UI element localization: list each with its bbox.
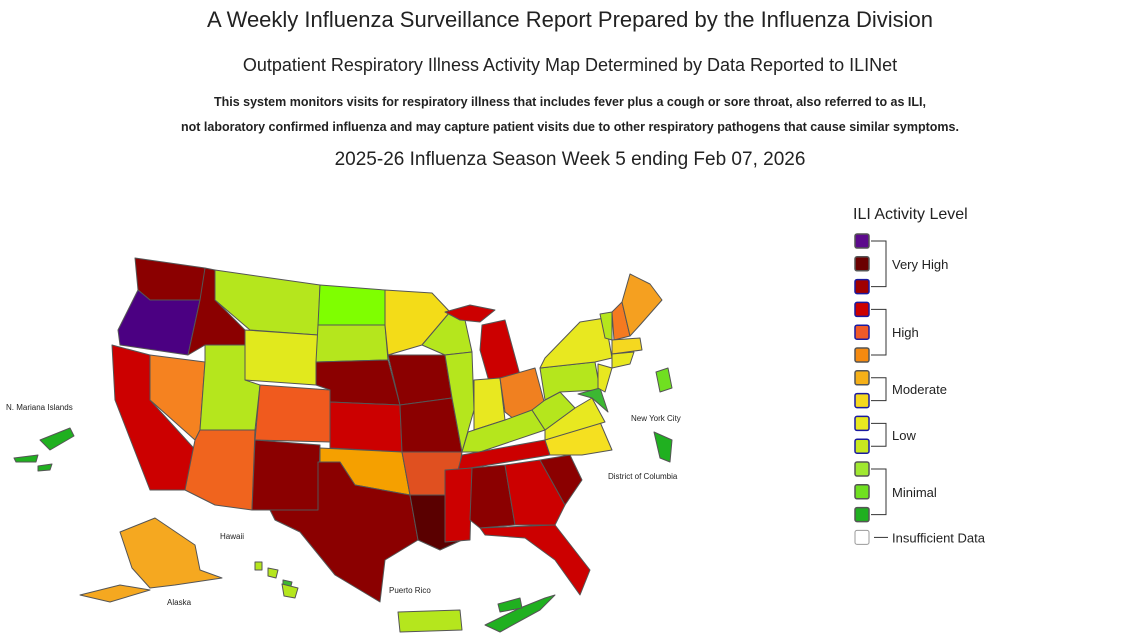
legend-swatch [854,347,870,363]
territory [13,454,39,463]
legend: ILI Activity Level Very High High Moderate… [853,206,986,545]
legend-bracket [871,377,887,402]
state [611,351,635,369]
state [119,517,223,589]
legend-swatch [854,233,870,249]
map-label: N. Mariana Islands [6,403,73,412]
legend-label: Low [892,428,916,443]
legend-bracket [871,240,887,288]
state [577,387,609,413]
description: This system monitors visits for respirat… [214,95,926,109]
legend-swatch [854,370,870,386]
us-map [13,257,673,633]
state [611,337,643,355]
state [421,311,473,356]
map-label: Alaska [167,598,192,607]
state [444,304,496,323]
map-label: Hawaii [220,532,244,541]
legend-swatch [854,324,870,340]
territory [397,609,463,633]
title: A Weekly Influenza Surveillance Report P… [207,7,933,32]
legend-label: Moderate [892,382,947,397]
legend-title: ILI Activity Level [853,206,968,223]
state [444,351,475,453]
legend-swatch [854,301,870,318]
state [597,363,613,393]
legend-swatch [854,506,870,523]
state [504,459,566,526]
week: 2025-26 Influenza Season Week 5 ending F… [335,149,806,170]
legend-swatch [854,278,870,295]
legend-bracket [871,468,887,516]
map-label: New York City [631,414,681,423]
territory [653,431,673,463]
territory [39,427,75,451]
legend-bracket [871,422,887,447]
territory [37,463,53,472]
territory [281,583,299,599]
state [244,329,319,386]
map-label: District of Columbia [608,472,678,481]
legend-swatch [854,529,870,545]
state [317,284,386,326]
legend-bracket [871,308,887,356]
subtitle: Outpatient Respiratory Illness Activity … [243,55,897,75]
state [251,439,321,511]
state [184,429,256,511]
legend-swatch [854,415,870,432]
territory [267,567,279,579]
state [469,464,516,529]
territory [655,367,673,393]
legend-swatch [854,392,870,409]
state [79,584,151,603]
state [444,467,473,543]
legend-swatch [854,256,870,272]
legend-label: Minimal [892,485,937,500]
legend-swatch [854,438,870,454]
state [479,524,591,596]
legend-label: High [892,325,919,340]
state [621,273,663,337]
territory [254,561,263,571]
state [254,384,331,443]
legend-label: Insufficient Data [892,530,986,545]
description: not laboratory confirmed influenza and m… [181,120,959,134]
state [531,391,576,431]
state [539,454,583,506]
legend-swatch [854,484,870,500]
state [329,401,403,453]
territory [497,597,523,613]
map-label: Puerto Rico [389,586,431,595]
legend-swatch [854,461,870,477]
legend-label: Very High [892,257,948,272]
state [399,397,463,453]
state [269,461,419,603]
state [315,324,389,363]
